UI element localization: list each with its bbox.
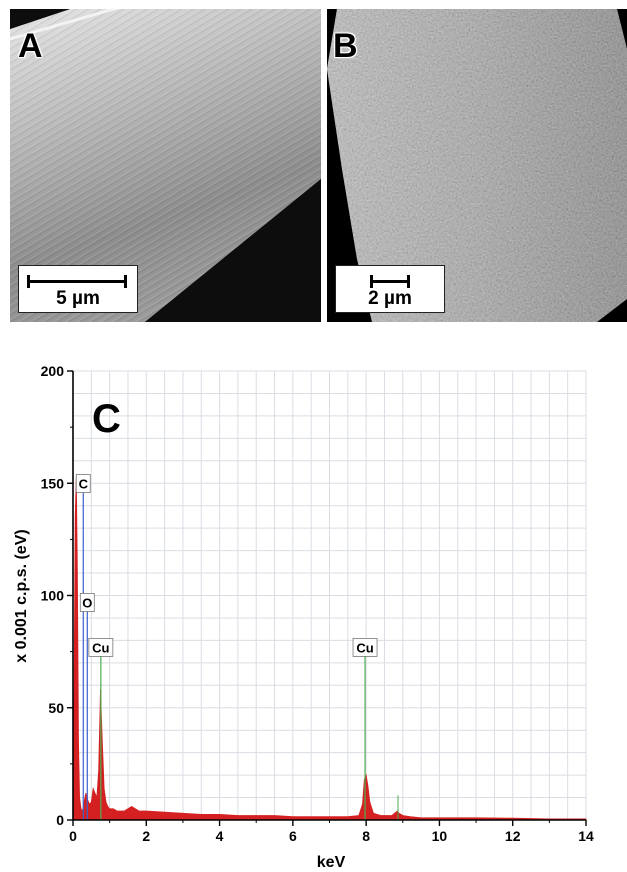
y-axis-label: x 0.001 c.p.s. (eV) [13,529,30,662]
x-tick-label: 12 [505,828,521,844]
x-tick-label: 10 [432,828,448,844]
panel-a-letter: A [18,27,43,65]
scale-bar-box-b: 2 µm [335,265,445,313]
y-tick-label: 100 [41,588,65,604]
x-tick-label: 4 [216,828,224,844]
scale-bar-b [370,275,410,288]
y-tick-label: 0 [56,812,64,828]
scale-bar-box-a: 5 µm [18,265,138,313]
y-tick-label: 150 [41,475,65,491]
scale-bar-a [27,275,127,288]
scale-label-b: 2 µm [368,288,412,309]
chart-grid [72,370,587,821]
eds-spectrum-chart: C O Cu Cu 0 2 4 6 8 10 12 14 0 50 100 150 200 C keV x 0… [13,363,594,871]
element-markers: C O Cu Cu [75,474,399,820]
sem-image-panel-a: A 5 µm [10,9,321,322]
panel-c-letter: C [92,397,121,441]
marker-label-cu: Cu [356,640,373,655]
marker-label-box [79,593,95,612]
sem-image-a [10,9,321,322]
x-tick-label: 14 [578,828,594,844]
axis-ticks: 0 2 4 6 8 10 12 14 0 50 100 150 200 [41,363,594,844]
y-tick-label: 50 [48,700,64,716]
x-tick-label: 8 [362,828,370,844]
marker-label-o: O [82,596,92,611]
sem-image-panel-b: B 2 µm [327,9,627,322]
marker-label-box [75,474,91,493]
scale-label-a: 5 µm [56,288,100,309]
x-axis-label: keV [317,854,346,871]
x-tick-label: 6 [289,828,297,844]
y-tick-label: 200 [41,363,65,379]
x-tick-label: 0 [69,828,77,844]
x-tick-label: 2 [142,828,150,844]
marker-label-c: C [79,477,89,492]
sem-image-b [327,9,627,322]
marker-label-cu: Cu [92,640,109,655]
marker-label-box [88,637,114,657]
marker-label-box [352,637,378,657]
panel-b-letter: B [333,27,358,65]
